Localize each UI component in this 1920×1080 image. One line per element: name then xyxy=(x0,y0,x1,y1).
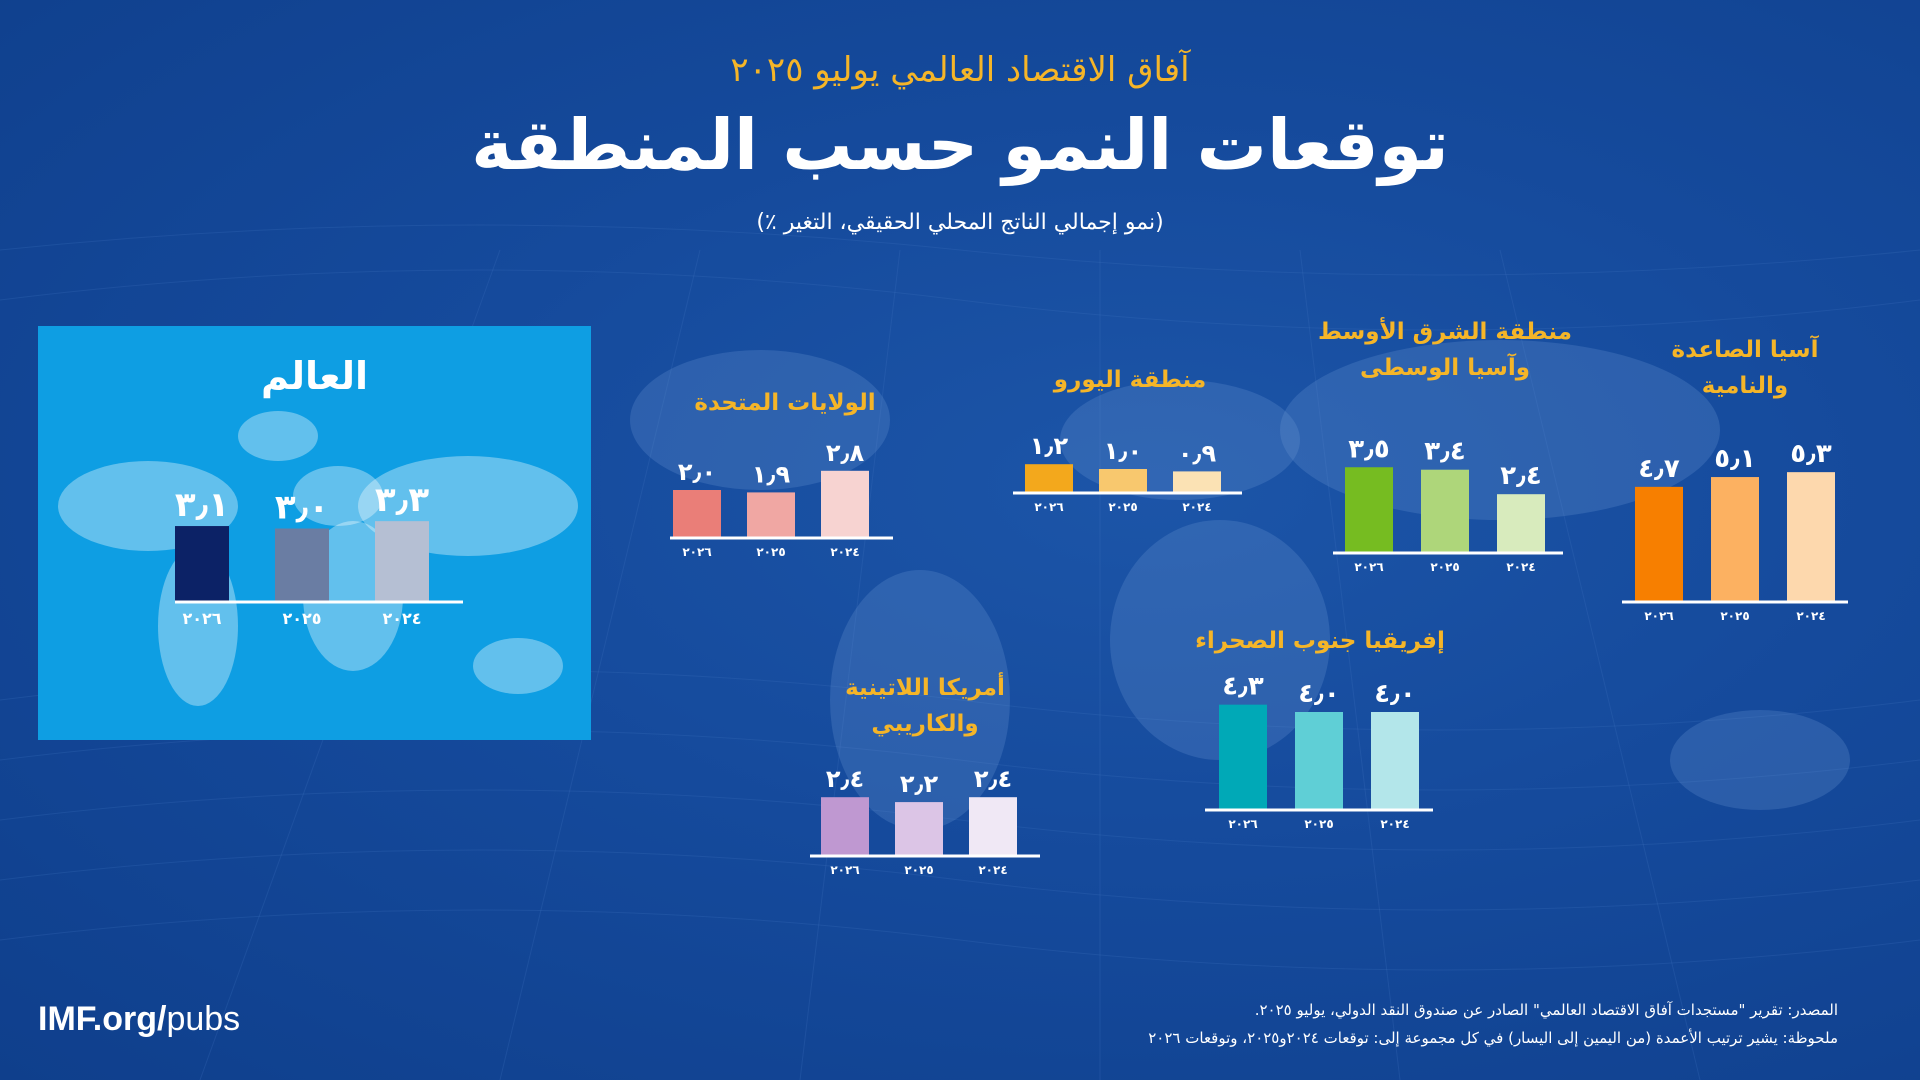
us-tick-label-1: ٢٠٢٥ xyxy=(756,545,785,559)
ssa-value-label-1: ٤٫٠ xyxy=(1298,679,1339,709)
asia-tick-label-2: ٢٠٢٤ xyxy=(1796,609,1825,623)
world-tick-label-0: ٢٠٢٦ xyxy=(182,609,221,628)
us-bar-2 xyxy=(821,470,869,538)
ssa-chart-title: إفريقيا جنوب الصحراء xyxy=(1195,628,1445,654)
asia-title-line1: آسيا الصاعدة xyxy=(1671,337,1819,363)
mecca-value-label-2: ٢٫٤ xyxy=(1500,461,1541,491)
asia-chart-title: آسيا الصاعدة والنامية xyxy=(1610,332,1880,404)
euro-tick-label-2: ٢٠٢٤ xyxy=(1182,500,1211,514)
ssa-tick-label-2: ٢٠٢٤ xyxy=(1380,817,1409,831)
mecca-title-line1: منطقة الشرق الأوسط xyxy=(1318,319,1572,345)
us-bar-1 xyxy=(747,492,795,538)
report-kicker: آفاق الاقتصاد العالمي يوليو ٢٠٢٥ xyxy=(730,50,1190,90)
latam-title-line1: أمريكا اللاتينية xyxy=(845,675,1005,701)
us-value-label-2: ٢٫٨ xyxy=(826,439,865,467)
euro-value-label-2: ٠٫٩ xyxy=(1178,439,1217,467)
world-value-label-2: ٣٫٣ xyxy=(375,480,429,520)
asia-title-line2: والنامية xyxy=(1701,373,1789,399)
euro-bar-1 xyxy=(1099,469,1147,493)
us-bar-0 xyxy=(673,490,721,538)
world-tick-label-1: ٢٠٢٥ xyxy=(282,609,321,628)
latam-value-label-0: ٢٫٤ xyxy=(826,765,864,793)
mecca-title-line2: وآسيا الوسطى xyxy=(1359,355,1531,381)
footer-notes: المصدر: تقرير "مستجدات آفاق الاقتصاد الع… xyxy=(1148,996,1838,1052)
us-tick-label-2: ٢٠٢٤ xyxy=(830,545,859,559)
mecca-bar-1 xyxy=(1421,469,1469,553)
euro-value-label-0: ١٫٢ xyxy=(1030,432,1069,460)
asia-value-label-2: ٥٫٣ xyxy=(1790,439,1832,469)
source-note: المصدر: تقرير "مستجدات آفاق الاقتصاد الع… xyxy=(1254,1001,1838,1019)
mecca-bar-2 xyxy=(1497,494,1545,553)
world-bar-1 xyxy=(275,528,329,602)
mecca-tick-label-2: ٢٠٢٤ xyxy=(1506,560,1535,574)
asia-bar-0 xyxy=(1635,486,1683,602)
ssa-value-label-2: ٤٫٠ xyxy=(1374,679,1415,709)
asia-tick-label-0: ٢٠٢٦ xyxy=(1644,609,1673,623)
latam-title-line2: والكاريبي xyxy=(871,711,979,737)
euro-tick-label-1: ٢٠٢٥ xyxy=(1108,500,1137,514)
world-chart-title: العالم xyxy=(260,354,369,398)
asia-value-label-1: ٥٫١ xyxy=(1714,444,1755,474)
order-note: ملحوظة: يشير ترتيب الأعمدة (من اليمين إل… xyxy=(1148,1029,1838,1047)
latam-bar-2 xyxy=(969,797,1017,856)
mecca-chart-title: منطقة الشرق الأوسط وآسيا الوسطى xyxy=(1310,314,1580,386)
asia-value-label-0: ٤٫٧ xyxy=(1638,454,1680,484)
us-tick-label-0: ٢٠٢٦ xyxy=(682,545,711,559)
latam-value-label-2: ٢٫٤ xyxy=(974,765,1012,793)
ssa-bar-2 xyxy=(1371,712,1419,810)
ssa-value-label-0: ٤٫٣ xyxy=(1222,672,1264,702)
mecca-tick-label-0: ٢٠٢٦ xyxy=(1354,560,1383,574)
mecca-value-label-1: ٣٫٤ xyxy=(1424,437,1465,467)
latam-bar-1 xyxy=(895,802,943,856)
world-bar-0 xyxy=(175,526,229,602)
world-value-label-0: ٣٫١ xyxy=(175,485,229,525)
euro-tick-label-0: ٢٠٢٦ xyxy=(1034,500,1063,514)
ssa-tick-label-1: ٢٠٢٥ xyxy=(1304,817,1333,831)
ssa-bar-1 xyxy=(1295,712,1343,810)
euro-bar-0 xyxy=(1025,464,1073,493)
euro-chart-title: منطقة اليورو xyxy=(1053,367,1207,393)
latam-tick-label-0: ٢٠٢٦ xyxy=(830,863,859,877)
page-title: توقعات النمو حسب المنطقة xyxy=(471,104,1449,186)
latam-bar-0 xyxy=(821,797,869,856)
world-value-label-1: ٣٫٠ xyxy=(275,488,329,528)
us-chart-title: الولايات المتحدة xyxy=(694,390,876,416)
imf-logo-link[interactable]: IMF.org/pubs xyxy=(38,1000,240,1039)
logo-bold: IMF.org/ xyxy=(38,1000,167,1038)
latam-tick-label-1: ٢٠٢٥ xyxy=(904,863,933,877)
logo-regular: pubs xyxy=(166,1000,241,1038)
mecca-tick-label-1: ٢٠٢٥ xyxy=(1430,560,1459,574)
mecca-value-label-0: ٣٫٥ xyxy=(1348,434,1389,464)
world-tick-label-2: ٢٠٢٤ xyxy=(382,609,421,628)
ssa-bar-0 xyxy=(1219,704,1267,810)
latam-tick-label-2: ٢٠٢٤ xyxy=(978,863,1007,877)
asia-bar-2 xyxy=(1787,472,1835,602)
asia-tick-label-1: ٢٠٢٥ xyxy=(1720,609,1749,623)
euro-value-label-1: ١٫٠ xyxy=(1104,437,1142,465)
page-subtitle: (نمو إجمالي الناتج المحلي الحقيقي، التغي… xyxy=(756,210,1164,235)
euro-bar-2 xyxy=(1173,471,1221,493)
latam-chart-title: أمريكا اللاتينية والكاريبي xyxy=(795,670,1055,742)
ssa-tick-label-0: ٢٠٢٦ xyxy=(1228,817,1257,831)
us-value-label-1: ١٫٩ xyxy=(752,460,791,488)
world-bar-2 xyxy=(375,521,429,602)
mecca-bar-0 xyxy=(1345,467,1393,553)
asia-bar-1 xyxy=(1711,477,1759,602)
latam-value-label-1: ٢٫٢ xyxy=(900,770,939,798)
us-value-label-0: ٢٫٠ xyxy=(678,458,716,486)
